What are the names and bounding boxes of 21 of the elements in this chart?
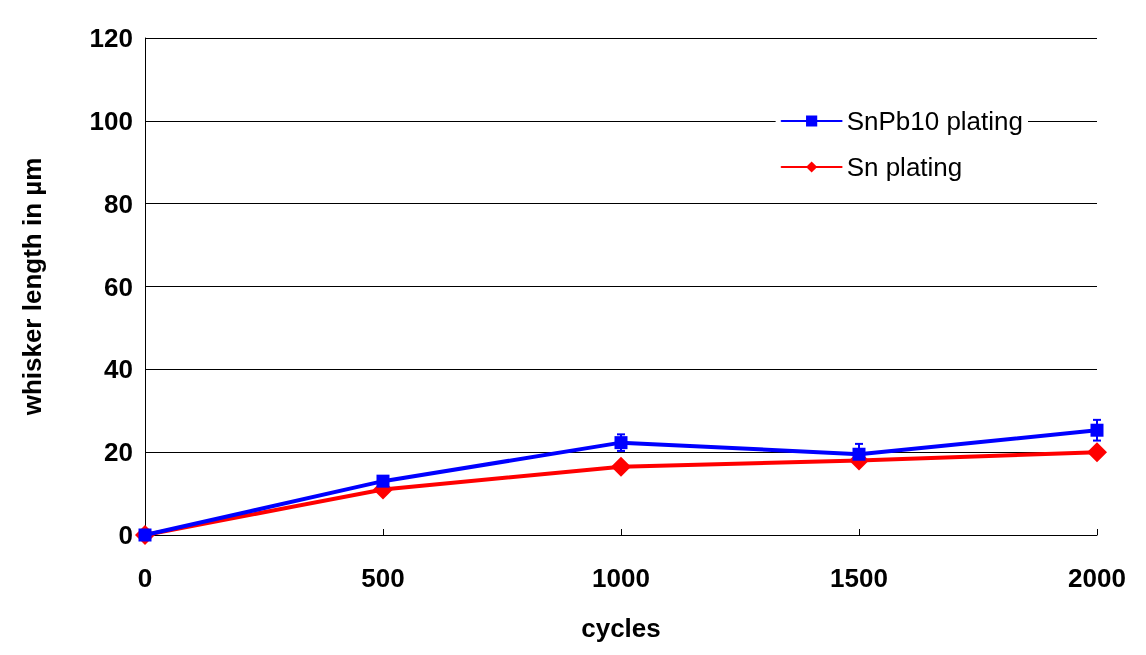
x-tick-label: 500 bbox=[361, 563, 405, 593]
x-tick-label: 2000 bbox=[1068, 563, 1126, 593]
point bbox=[1087, 442, 1107, 463]
x-tick-label: 1000 bbox=[592, 563, 650, 593]
y-tick-label: 100 bbox=[89, 105, 133, 136]
y-tick-label: 60 bbox=[104, 271, 133, 302]
legend-label: SnPb10 plating bbox=[846, 106, 1024, 136]
point bbox=[611, 456, 631, 477]
y-tick-label: 20 bbox=[104, 437, 133, 468]
point bbox=[376, 474, 390, 488]
y-axis-title: whisker length in µm bbox=[17, 157, 47, 417]
x-tick-label: 1500 bbox=[830, 563, 888, 593]
x-tick-label: 0 bbox=[137, 563, 153, 593]
legend-label: Sn plating bbox=[846, 152, 963, 182]
y-tick-label: 0 bbox=[118, 520, 133, 550]
point bbox=[852, 447, 866, 461]
y-tick-label: 80 bbox=[104, 188, 133, 219]
y-tick-label: 40 bbox=[104, 354, 133, 385]
y-tick-label: 120 bbox=[89, 23, 133, 53]
x-axis-title: cycles bbox=[581, 613, 661, 643]
point bbox=[1090, 423, 1104, 437]
